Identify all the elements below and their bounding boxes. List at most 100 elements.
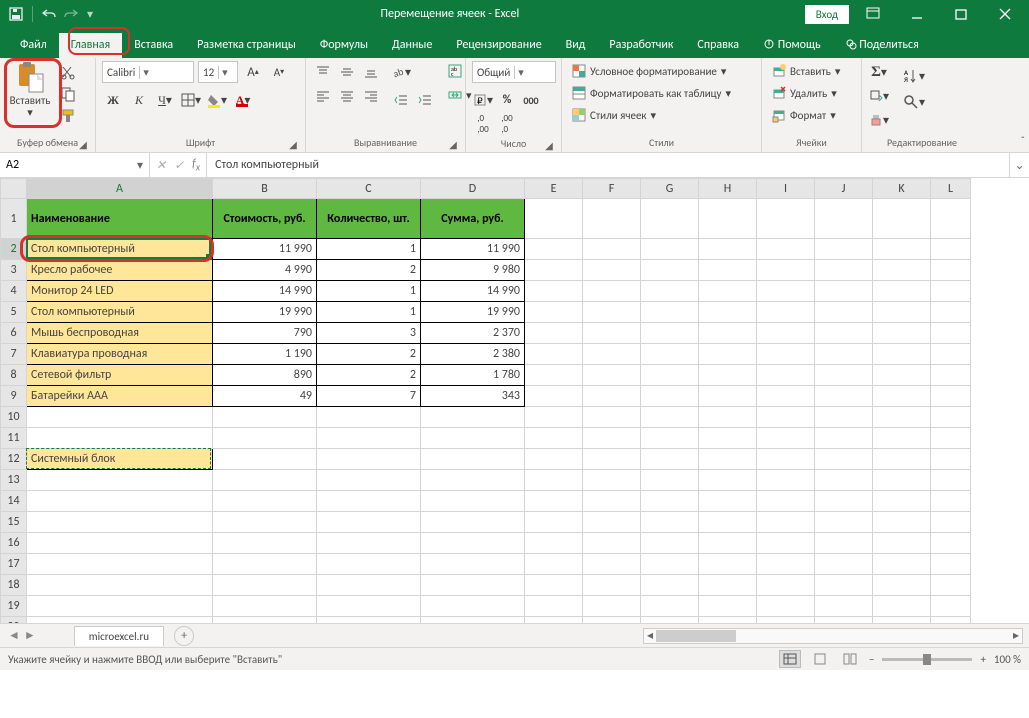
cell[interactable]: Стол компьютерный (27, 239, 212, 259)
cell[interactable]: 1 780 (421, 365, 524, 385)
insert-function-icon[interactable]: fx (192, 157, 200, 173)
page-layout-view-icon[interactable] (809, 650, 831, 668)
cell[interactable]: 11 990 (421, 239, 524, 259)
row-header[interactable]: 13 (1, 470, 27, 491)
enter-formula-icon[interactable]: ✓ (174, 158, 184, 173)
row-header[interactable]: 3 (1, 260, 27, 281)
header-cell[interactable]: Стоимость, руб. (213, 199, 316, 238)
format-painter-icon[interactable] (58, 107, 78, 125)
italic-icon[interactable]: К (128, 89, 150, 111)
underline-icon[interactable]: Ч ▾ (154, 89, 176, 111)
close-icon[interactable] (985, 0, 1025, 28)
cell[interactable]: 7 (317, 386, 420, 406)
accounting-icon[interactable]: ₽▾ (472, 89, 494, 111)
format-table-button[interactable]: Форматировать как таблицу ▾ (568, 83, 735, 103)
cell[interactable]: Монитор 24 LED (27, 281, 212, 301)
increase-font-icon[interactable]: A▴ (242, 61, 264, 83)
percent-icon[interactable]: % (496, 89, 518, 111)
spreadsheet-grid[interactable]: ABCDEFGHIJKL1НаименованиеСтоимость, руб.… (0, 178, 1029, 623)
undo-icon[interactable] (41, 6, 57, 22)
col-header[interactable]: J (815, 179, 873, 199)
align-bottom-icon[interactable] (360, 61, 382, 83)
orientation-icon[interactable]: ab▾ (390, 61, 412, 83)
cell[interactable]: Сетевой фильтр (27, 365, 212, 385)
cut-icon[interactable] (58, 63, 78, 81)
autosum-icon[interactable]: Σ ▾ (868, 61, 890, 83)
row-header[interactable]: 19 (1, 596, 27, 617)
cell[interactable]: 2 (317, 365, 420, 385)
row-header[interactable]: 2 (1, 239, 27, 260)
clear-icon[interactable]: ▾ (868, 109, 890, 131)
tab-вид[interactable]: Вид (554, 33, 598, 58)
dialog-launcher-icon[interactable]: ◢ (287, 138, 299, 150)
maximize-icon[interactable] (941, 0, 981, 28)
tab-рецензирование[interactable]: Рецензирование (444, 33, 553, 58)
row-header[interactable]: 12 (1, 449, 27, 470)
cell[interactable]: 3 (317, 323, 420, 343)
zoom-slider[interactable] (882, 658, 972, 661)
tab-главная[interactable]: Главная (59, 33, 122, 58)
borders-icon[interactable]: ▾ (180, 89, 202, 111)
horizontal-scrollbar[interactable]: ◂▸ (643, 628, 1023, 644)
signin-button[interactable]: Вход (805, 5, 849, 24)
font-size-combo[interactable]: 12▾ (198, 61, 238, 83)
cell[interactable]: 11 990 (213, 239, 316, 259)
cell[interactable]: 14 990 (421, 281, 524, 301)
cell[interactable]: 2 370 (421, 323, 524, 343)
fill-color-icon[interactable]: ▾ (206, 89, 228, 111)
sort-filter-icon[interactable]: АЯ▾ (896, 65, 932, 87)
sheet-nav-prev-icon[interactable]: ◄ (8, 628, 20, 643)
find-select-icon[interactable]: ▾ (896, 91, 932, 113)
decrease-decimal-icon[interactable]: ,00,0 (496, 113, 518, 135)
sheet-nav-next-icon[interactable]: ► (24, 628, 36, 643)
col-header[interactable]: L (931, 179, 971, 199)
font-color-icon[interactable]: A▾ (232, 89, 254, 111)
page-break-view-icon[interactable] (839, 650, 861, 668)
row-header[interactable]: 16 (1, 533, 27, 554)
row-header[interactable]: 4 (1, 281, 27, 302)
header-cell[interactable]: Наименование (27, 199, 212, 238)
increase-decimal-icon[interactable]: ,0,00 (472, 113, 494, 135)
tab-поделиться[interactable]: Поделиться (833, 33, 931, 58)
formula-input[interactable]: Стол компьютерный (207, 158, 1009, 172)
qat-customize-icon[interactable]: ▾ (85, 6, 95, 22)
header-cell[interactable]: Сумма, руб. (421, 199, 524, 238)
tab-разметка страницы[interactable]: Разметка страницы (185, 33, 308, 58)
conditional-format-button[interactable]: Условное форматирование ▾ (568, 61, 735, 81)
cell[interactable]: 343 (421, 386, 524, 406)
align-middle-icon[interactable] (336, 61, 358, 83)
paste-button[interactable]: Вставить▾ (6, 61, 54, 119)
expand-formula-icon[interactable]: ⌄ (1009, 153, 1029, 177)
col-header[interactable]: C (317, 179, 421, 199)
col-header[interactable]: K (873, 179, 931, 199)
copy-icon[interactable] (58, 85, 78, 103)
row-header[interactable]: 8 (1, 365, 27, 386)
decrease-font-icon[interactable]: A▾ (268, 61, 290, 83)
cell[interactable]: 1 (317, 281, 420, 301)
row-header[interactable]: 15 (1, 512, 27, 533)
col-header[interactable]: G (641, 179, 699, 199)
cell[interactable]: Кресло рабочее (27, 260, 212, 280)
cell-styles-button[interactable]: Стили ячеек ▾ (568, 105, 735, 125)
col-header[interactable]: B (213, 179, 317, 199)
number-format-combo[interactable]: Общий▾ (472, 61, 556, 83)
align-center-icon[interactable] (336, 85, 358, 107)
row-header[interactable]: 17 (1, 554, 27, 575)
tab-данные[interactable]: Данные (380, 33, 444, 58)
row-header[interactable]: 9 (1, 386, 27, 407)
cell[interactable]: 4 990 (213, 260, 316, 280)
dialog-launcher-icon[interactable]: ◢ (543, 139, 555, 151)
col-header[interactable]: A (27, 179, 213, 199)
dialog-launcher-icon[interactable]: ◢ (77, 138, 89, 150)
tab-разработчик[interactable]: Разработчик (597, 33, 685, 58)
cell[interactable]: 790 (213, 323, 316, 343)
bold-icon[interactable]: Ж (102, 89, 124, 111)
align-top-icon[interactable] (312, 61, 334, 83)
add-sheet-icon[interactable]: + (174, 626, 194, 646)
cell[interactable]: 19 990 (213, 302, 316, 322)
cancel-formula-icon[interactable]: ✕ (156, 158, 166, 173)
row-header[interactable]: 20 (1, 617, 27, 624)
header-cell[interactable]: Количество, шт. (317, 199, 420, 238)
cell[interactable]: Батарейки AAA (27, 386, 212, 406)
insert-cells-button[interactable]: Вставить ▾ (768, 61, 844, 81)
